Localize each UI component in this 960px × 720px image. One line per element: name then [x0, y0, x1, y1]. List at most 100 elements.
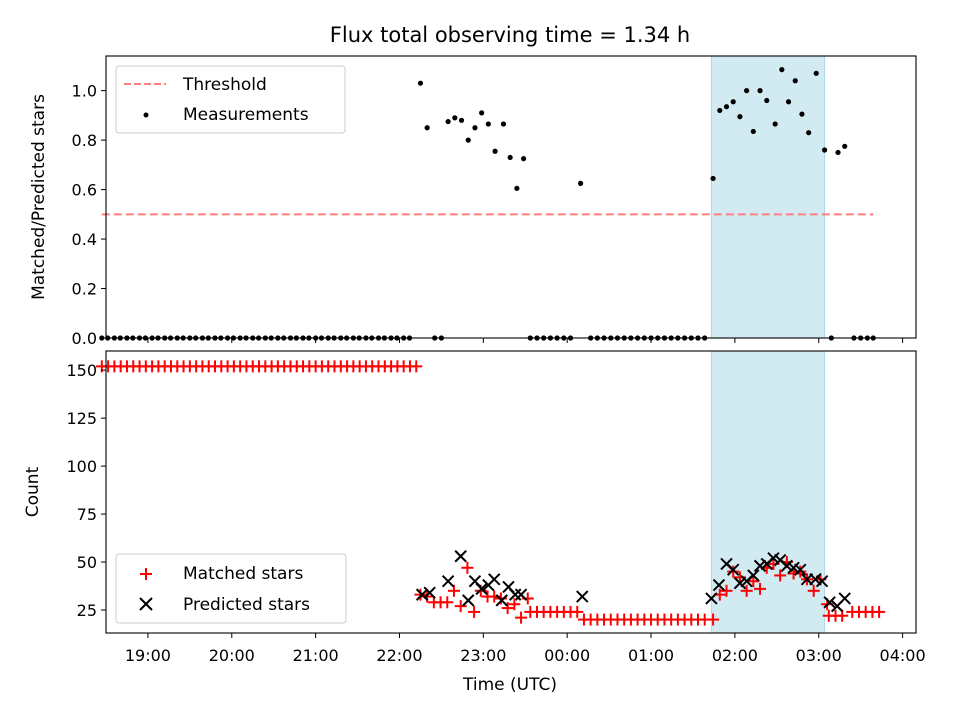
y-tick-label: 0.4 — [72, 230, 97, 249]
ratio-y-axis-label: Matched/Predicted stars — [29, 94, 49, 300]
x-tick-label: 00:00 — [544, 646, 590, 665]
matched-star-point — [414, 588, 427, 601]
measurement-point — [717, 107, 723, 114]
measurement-point — [485, 121, 491, 127]
y-tick-label: 25 — [77, 601, 97, 620]
predicted-star-point — [441, 574, 455, 588]
predicted-star-point — [823, 596, 836, 609]
matched-star-point — [468, 605, 481, 618]
predicted-star-point — [423, 586, 436, 599]
matched-star-point — [747, 575, 760, 588]
observing-window-span — [710, 350, 826, 634]
predicted-star-point — [454, 550, 467, 563]
predicted-star-point — [726, 563, 740, 576]
measurement-point — [445, 118, 451, 125]
threshold-legend-label: Threshold — [182, 75, 267, 95]
measurement-point — [710, 175, 716, 182]
predicted-star-point — [747, 569, 760, 582]
measurement-point — [424, 125, 430, 131]
measurement-point — [520, 156, 527, 162]
matched-star-point — [707, 613, 720, 626]
y-tick-label: 0.2 — [72, 280, 97, 299]
ratio-panel-frame — [105, 55, 917, 339]
measurement-point — [799, 111, 805, 117]
matched-star-point — [727, 565, 740, 578]
predicted-star-point — [514, 588, 528, 601]
measurement-point — [737, 114, 743, 120]
measurement-point — [806, 130, 812, 136]
ratio-x-ticks — [147, 338, 904, 343]
y-tick-label: 1.0 — [72, 82, 97, 101]
x-tick-label: 23:00 — [460, 646, 506, 665]
matched-star-point — [740, 584, 753, 597]
measurement-point — [417, 80, 424, 86]
count-y-axis: 25 50 75 100 125 150 — [66, 361, 106, 620]
count-y-axis-label: Count — [23, 466, 43, 517]
predicted-star-point — [508, 588, 522, 601]
predicted-star-point — [712, 578, 726, 592]
x-tick-label: 22:00 — [376, 646, 422, 665]
measurement-point — [764, 97, 770, 104]
measurement-point — [785, 99, 792, 105]
x-axis-label: Time (UTC) — [462, 675, 557, 695]
measurement-point — [842, 143, 848, 149]
y-tick-label: 0.0 — [72, 329, 97, 348]
measurement-point — [730, 99, 736, 105]
measurement-point — [458, 117, 465, 123]
y-tick-label: 100 — [66, 457, 97, 476]
x-tick-label: 21:00 — [293, 646, 339, 665]
matched-star-point — [447, 584, 460, 597]
measurement-point — [577, 180, 584, 186]
matched-star-point — [774, 569, 787, 582]
measurement-point — [779, 67, 785, 73]
matched-star-point — [571, 605, 584, 618]
observing-window-span — [710, 55, 826, 339]
measurement-point — [757, 88, 763, 94]
ratio-y-axis: 0.0 0.2 0.4 0.6 0.8 1.0 — [72, 82, 106, 348]
count-legend: Matched stars Predicted stars — [115, 553, 347, 624]
count-legend-box — [115, 553, 347, 624]
matched-star-point — [461, 561, 474, 574]
matched-star-point — [515, 611, 528, 624]
matched-stars-legend-swatch — [140, 568, 152, 580]
measurements-legend-swatch — [143, 112, 149, 118]
predicted-star-point — [815, 574, 829, 588]
ratio-legend: Threshold Measurements — [115, 65, 346, 134]
ratio-panel: 0.0 0.2 0.4 0.6 0.8 1.0 Matched/Predicted sta… — [29, 55, 917, 348]
y-tick-label: 150 — [66, 361, 97, 380]
count-panel-frame — [105, 350, 917, 634]
y-tick-label: 50 — [77, 553, 97, 572]
measurement-point — [792, 78, 798, 84]
count-panel: 25 50 75 100 125 150 19:00 20:00 21:00 22:00 23:0… — [23, 350, 926, 695]
matched-star-point — [873, 605, 886, 618]
predicted-stars-legend-swatch — [139, 597, 153, 611]
ratio-legend-box — [115, 65, 346, 134]
predicted-star-point — [462, 594, 475, 607]
matched-star-point — [454, 600, 467, 613]
x-tick-label: 01:00 — [628, 646, 674, 665]
y-tick-label: 0.8 — [72, 131, 97, 150]
y-tick-label: 0.6 — [72, 181, 97, 200]
x-tick-label: 20:00 — [209, 646, 255, 665]
measurement-point — [772, 121, 778, 127]
measurement-point — [723, 104, 730, 110]
matched-star-point — [508, 598, 521, 611]
measurement-point — [514, 185, 520, 191]
measurement-point — [479, 110, 485, 116]
measurement-point — [507, 154, 513, 161]
measurement-point — [835, 149, 841, 156]
matched-star-point — [720, 584, 733, 597]
y-tick-label: 125 — [66, 409, 97, 428]
chart-title: Flux total observing time = 1.34 h — [330, 23, 690, 47]
measurement-point — [750, 128, 756, 135]
measurements-legend-label: Measurements — [183, 105, 309, 125]
x-tick-label: 04:00 — [880, 646, 926, 665]
time-x-axis: 19:00 20:00 21:00 22:00 23:00 00:00 01:00 02:00… — [125, 633, 926, 665]
matched-star-point — [807, 584, 820, 597]
predicted-stars-legend-label: Predicted stars — [183, 595, 310, 615]
measurement-point — [744, 88, 750, 94]
measurement-point — [813, 70, 819, 76]
predicted-star-point — [488, 573, 501, 586]
x-tick-label: 19:00 — [125, 646, 171, 665]
